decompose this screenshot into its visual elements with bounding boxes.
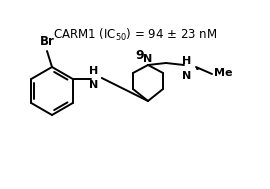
Text: N: N — [89, 80, 98, 90]
Text: Me: Me — [214, 68, 232, 78]
Text: N: N — [182, 71, 192, 81]
Text: H: H — [89, 66, 98, 76]
Text: N: N — [143, 54, 153, 64]
Text: H: H — [182, 56, 192, 66]
Text: CARM1 (IC$_{50}$) = 94 ± 23 nM: CARM1 (IC$_{50}$) = 94 ± 23 nM — [53, 27, 217, 43]
Text: 9: 9 — [136, 49, 144, 62]
Text: Br: Br — [40, 35, 55, 48]
